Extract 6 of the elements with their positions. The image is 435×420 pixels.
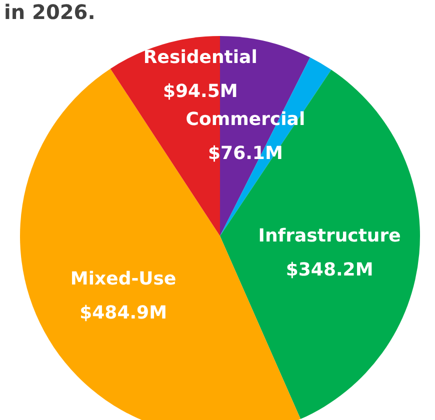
slice-label: Mixed-Use xyxy=(70,268,176,290)
slice-label: Commercial xyxy=(186,108,306,130)
slice-label: Infrastructure xyxy=(258,226,401,247)
data-label: $484.9M xyxy=(80,302,168,324)
chart-title: in 2026. xyxy=(4,0,96,24)
data-label: $348.2M xyxy=(286,260,374,281)
